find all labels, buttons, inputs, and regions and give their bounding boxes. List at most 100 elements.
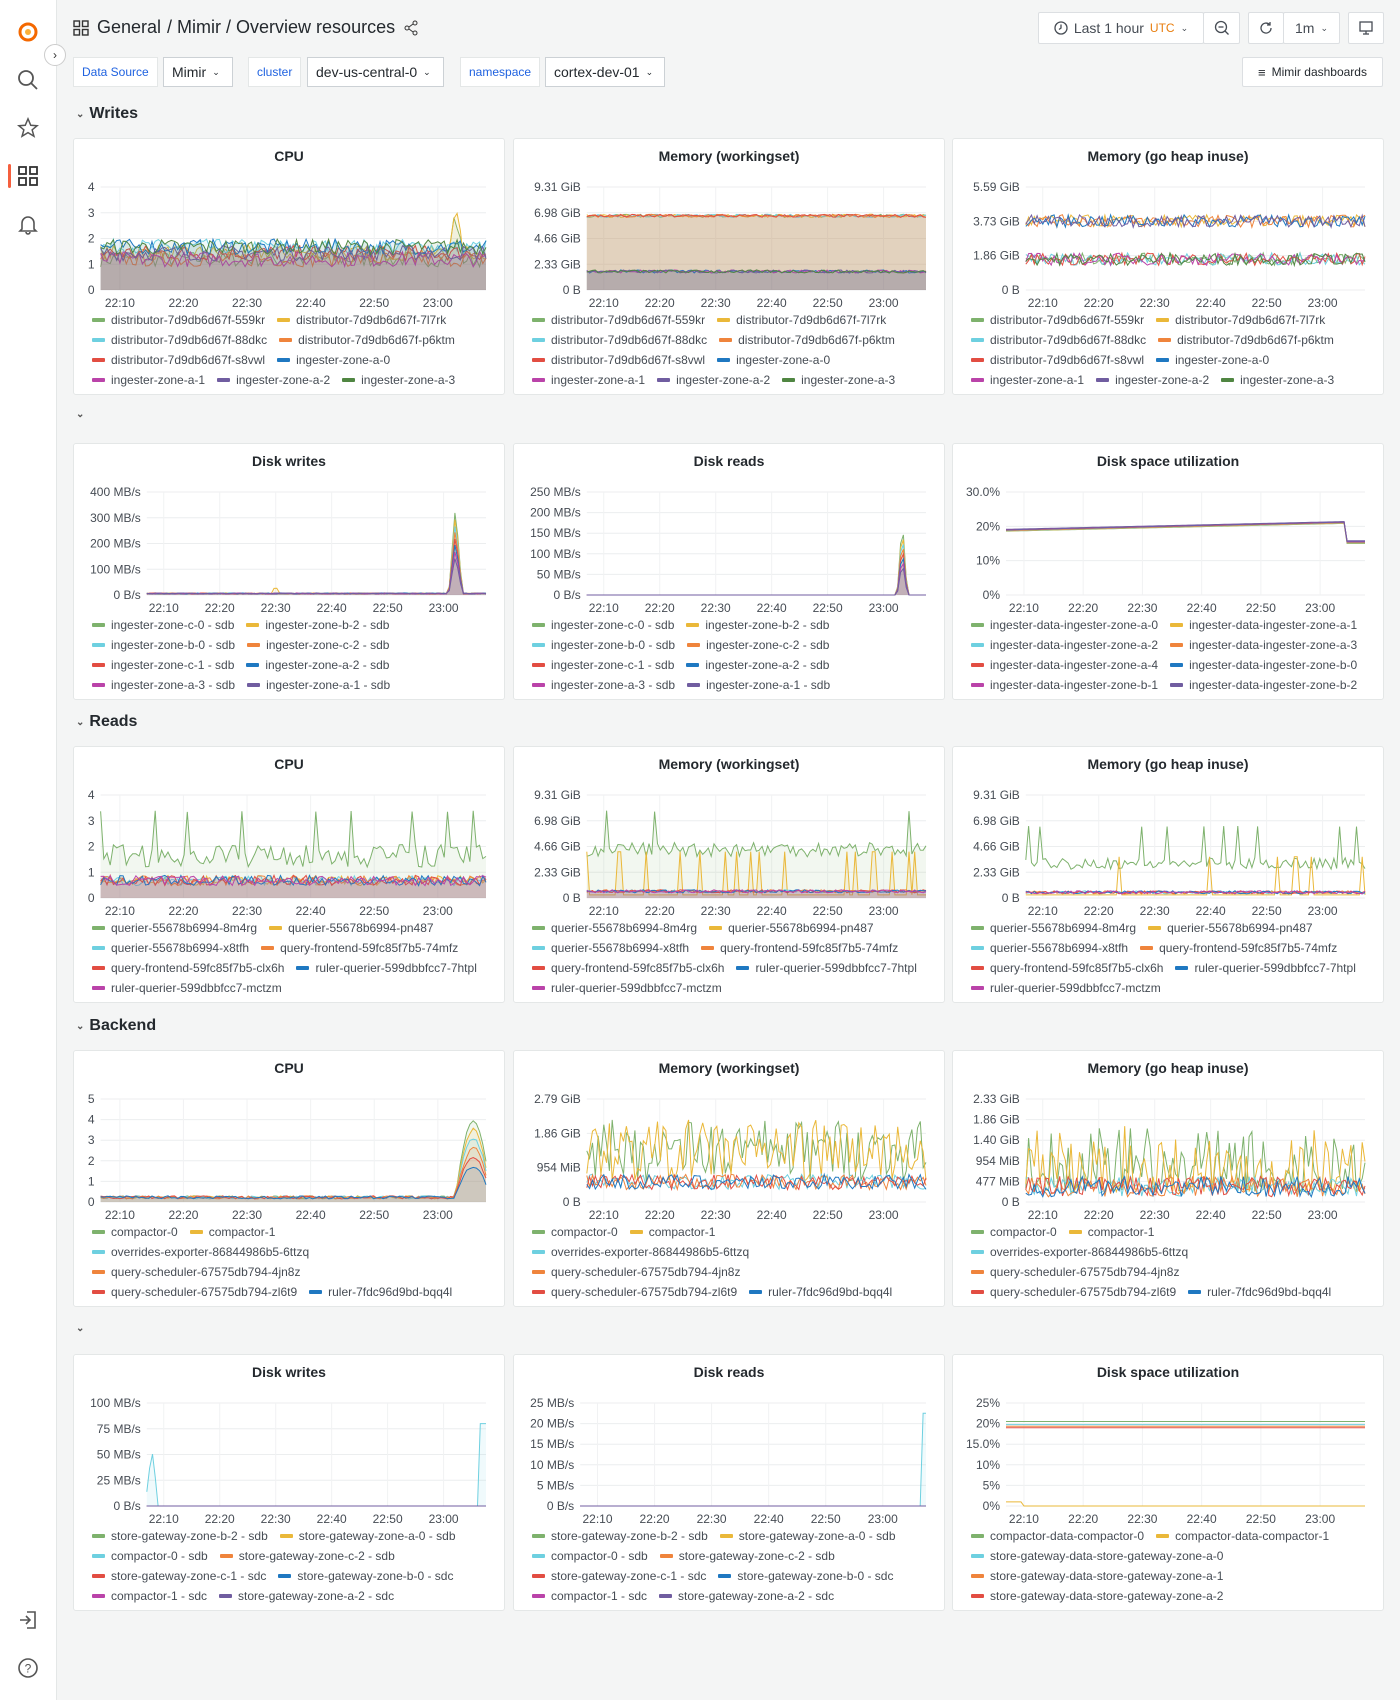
legend-item[interactable]: distributor-7d9db6d67f-s8vwl [532,351,705,369]
legend-item[interactable]: store-gateway-zone-b-2 - sdb [92,1527,268,1545]
alerting-bell-icon[interactable] [16,212,40,236]
panel-title[interactable]: Disk reads [693,1364,765,1380]
legend-item[interactable]: distributor-7d9db6d67f-s8vwl [92,351,265,369]
legend-item[interactable]: ingester-zone-b-2 - sdb [686,616,829,634]
legend-item[interactable]: ingester-zone-a-3 [782,371,895,389]
legend-item[interactable]: distributor-7d9db6d67f-88dkc [971,331,1146,349]
share-icon[interactable] [403,20,419,36]
panel-title[interactable]: Disk space utilization [1096,1364,1240,1380]
legend-item[interactable]: querier-55678b6994-8m4rg [971,919,1136,937]
legend-item[interactable]: store-gateway-zone-b-0 - sdc [278,1567,453,1585]
series-line[interactable] [586,549,926,596]
legend-item[interactable]: store-gateway-zone-c-1 - sdc [92,1567,266,1585]
legend-item[interactable]: query-frontend-59fc85f7b5-clx6h [92,959,284,977]
legend-item[interactable]: distributor-7d9db6d67f-p6ktm [719,331,895,349]
legend-item[interactable]: distributor-7d9db6d67f-s8vwl [971,351,1144,369]
variable-select-cluster[interactable]: dev-us-central-0 ⌄ [307,57,444,87]
legend-item[interactable]: ingester-zone-a-1 - sdb [247,676,390,694]
legend-item[interactable]: querier-55678b6994-8m4rg [92,919,257,937]
legend-item[interactable]: store-gateway-data-store-gateway-zone-a-… [971,1547,1223,1565]
legend-item[interactable]: store-gateway-zone-a-0 - sdb [719,1527,896,1545]
panel-title[interactable]: CPU [274,148,304,164]
legend-item[interactable]: ingester-zone-c-2 - sdb [247,636,389,654]
series-line[interactable] [1025,251,1366,267]
legend-item[interactable]: store-gateway-zone-a-0 - sdb [279,1527,456,1545]
legend-item[interactable]: store-gateway-data-store-gateway-zone-a-… [971,1567,1223,1585]
graph[interactable]: 0 B/s 100 MB/s 200 MB/s 300 MB/s 400 MB/s 22:… [74,444,505,616]
search-icon[interactable] [16,68,40,92]
legend-item[interactable]: ingester-zone-c-1 - sdb [92,656,234,674]
legend-item[interactable]: ruler-querier-599dbbfcc7-7htpl [1175,959,1356,977]
breadcrumb-folder[interactable]: General [97,17,162,37]
legend-item[interactable]: ingester-data-ingester-zone-b-0 [1170,656,1357,674]
series-line[interactable] [586,269,927,274]
legend-item[interactable]: ingester-zone-a-3 - sdb [92,676,235,694]
series-line[interactable] [586,1173,927,1192]
graph[interactable]: 0 1 2 3 4 5 22:10 22:20 22:30 22:40 22:50 23:00 [74,1051,505,1223]
graph[interactable]: 0% 5% 10% 15.0% 20% 25% 22:10 22:20 22:30 22:40 22… [953,1355,1384,1527]
legend-item[interactable]: ruler-querier-599dbbfcc7-7htpl [736,959,917,977]
panel-memory-go-heap-inuse[interactable]: Memory (go heap inuse) 0 B 2.33 GiB 4.66 Gi… [952,746,1384,1003]
series-line[interactable] [1006,521,1365,542]
series-line[interactable] [586,539,926,596]
legend-item[interactable]: store-gateway-zone-a-2 - sdc [219,1587,394,1605]
series-line[interactable] [586,889,927,894]
panel-cpu[interactable]: CPU 0 1 2 3 4 5 22:10 22:20 22:30 22:40 22:50 23:00 c… [73,1050,505,1307]
series-line[interactable] [146,1423,486,1507]
legend-item[interactable]: query-frontend-59fc85f7b5-74mfz [1140,939,1337,957]
panel-disk-space-utilization[interactable]: Disk space utilization 0% 10% 20% 30.0% 22:10… [952,443,1384,700]
legend-item[interactable]: ingester-zone-c-2 - sdb [687,636,829,654]
legend-item[interactable]: querier-55678b6994-8m4rg [532,919,697,937]
row-header-reads[interactable]: ⌄ Reads [76,713,137,731]
legend-item[interactable]: ingester-data-ingester-zone-a-0 [971,616,1158,634]
series-line[interactable] [100,874,487,887]
legend-item[interactable]: query-scheduler-67575db794-4jn8z [532,1263,740,1281]
legend-item[interactable]: ingester-data-ingester-zone-b-2 [1170,676,1357,694]
legend-item[interactable]: ingester-zone-a-3 - sdb [532,676,675,694]
legend-item[interactable]: query-scheduler-67575db794-4jn8z [971,1263,1179,1281]
legend-item[interactable]: ingester-zone-b-2 - sdb [246,616,389,634]
legend-item[interactable]: ruler-7fdc96d9bd-bqq4l [749,1283,892,1301]
legend-item[interactable]: ingester-zone-a-3 [1221,371,1334,389]
panel-memory-workingset[interactable]: Memory (workingset) 0 B 2.33 GiB 4.66 GiB 6.… [513,746,945,1003]
legend-item[interactable]: ingester-zone-a-2 - sdb [686,656,829,674]
legend-item[interactable]: ruler-querier-599dbbfcc7-mctzm [92,979,282,997]
legend-item[interactable]: distributor-7d9db6d67f-7l7rk [717,311,886,329]
series-line[interactable] [1025,213,1366,229]
mimir-dashboards-link[interactable]: ≡ Mimir dashboards [1242,57,1383,87]
legend-item[interactable]: distributor-7d9db6d67f-7l7rk [277,311,446,329]
panel-title[interactable]: Memory (workingset) [658,1060,800,1076]
legend-item[interactable]: querier-55678b6994-x8tfh [532,939,689,957]
legend-item[interactable]: ruler-querier-599dbbfcc7-7htpl [296,959,477,977]
legend-item[interactable]: ingester-zone-a-2 [217,371,330,389]
legend-item[interactable]: compactor-data-compactor-1 [1156,1527,1329,1545]
panel-memory-workingset[interactable]: Memory (workingset) 0 B 954 MiB 1.86 GiB 2.7… [513,1050,945,1307]
graph[interactable]: 0% 10% 20% 30.0% 22:10 22:20 22:30 22:40 22:50 23… [953,444,1384,616]
legend-item[interactable]: ingester-zone-b-0 - sdb [92,636,235,654]
collapse-chevron-icon[interactable]: ⌄ [76,409,85,420]
sign-in-icon[interactable] [16,1608,40,1632]
panel-title[interactable]: Disk writes [252,453,326,469]
collapse-chevron-icon[interactable]: ⌄ [76,1020,85,1032]
series-line[interactable] [586,810,927,859]
legend-item[interactable]: ruler-querier-599dbbfcc7-mctzm [532,979,722,997]
variable-select-datasource[interactable]: Mimir ⌄ [163,57,233,87]
series-line[interactable] [586,1119,927,1183]
series-line[interactable] [100,1138,487,1200]
panel-disk-reads[interactable]: Disk reads 0 B/s 50 MB/s 100 MB/s 150 MB/s 20… [513,443,945,700]
series-line[interactable] [586,269,927,274]
legend-item[interactable]: store-gateway-zone-c-2 - sdb [659,1547,835,1565]
series-line[interactable] [146,512,487,595]
panel-title[interactable]: Memory (workingset) [658,756,800,772]
legend-item[interactable]: ingester-zone-a-2 [657,371,770,389]
legend-item[interactable]: query-scheduler-67575db794-zl6t9 [532,1283,737,1301]
panel-disk-writes[interactable]: Disk writes 0 B/s 100 MB/s 200 MB/s 300 MB/s… [73,443,505,700]
legend-item[interactable]: ruler-7fdc96d9bd-bqq4l [309,1283,452,1301]
legend-item[interactable]: store-gateway-zone-a-2 - sdc [659,1587,834,1605]
legend-item[interactable]: distributor-7d9db6d67f-559kr [532,311,705,329]
legend-item[interactable]: query-frontend-59fc85f7b5-clx6h [971,959,1163,977]
graph[interactable]: 0 B 1.86 GiB 3.73 GiB 5.59 GiB 22:10 22:20 22:… [953,139,1384,311]
legend-item[interactable]: ingester-zone-a-2 [1096,371,1209,389]
legend-item[interactable]: distributor-7d9db6d67f-559kr [92,311,265,329]
legend-item[interactable]: ingester-zone-a-1 [971,371,1084,389]
